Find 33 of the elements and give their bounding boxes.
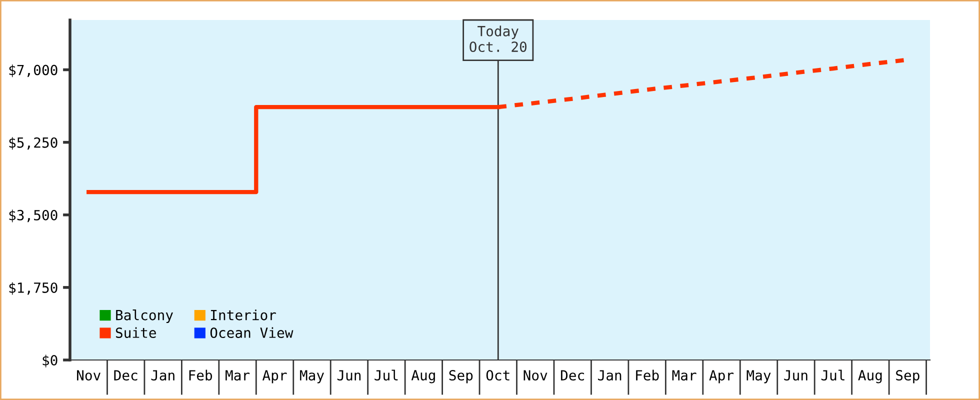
x-tick-label: Jan — [151, 370, 174, 381]
x-tick-label: Mar — [226, 370, 250, 381]
y-tick-label: $0 — [42, 354, 58, 368]
y-tick-label: $7,000 — [9, 64, 58, 78]
x-tick-label: Sep — [449, 370, 473, 384]
y-tick-label: $1,750 — [9, 282, 58, 295]
x-tick-label: Aug — [411, 370, 435, 384]
x-tick-label: Nov — [524, 370, 548, 381]
y-tick-label: $5,250 — [9, 137, 58, 150]
legend-label: Suite — [116, 327, 156, 338]
x-tick-label: Oct — [486, 370, 510, 381]
x-tick-label: Feb — [636, 370, 659, 381]
legend-label: Interior — [210, 310, 276, 320]
x-tick-label: Jan — [598, 370, 622, 381]
x-tick-label: May — [746, 370, 771, 384]
x-tick-label: Apr — [262, 370, 287, 384]
x-tick-label: Apr — [709, 370, 734, 384]
x-tick-label: Aug — [858, 370, 882, 384]
x-tick-label: Jul — [821, 370, 844, 381]
x-tick-label: Jun — [337, 370, 361, 381]
x-tick-label: Mar — [672, 370, 696, 381]
y-tick-label: $3,500 — [9, 210, 58, 222]
x-tick-label: Dec — [560, 370, 584, 381]
legend-label: Balcony — [116, 310, 173, 324]
ref-line-label: Today Oct. 20 — [470, 26, 527, 52]
x-tick-label: Jun — [784, 370, 808, 381]
legend-label: Ocean View — [210, 327, 294, 338]
x-tick-label: Nov — [77, 370, 100, 381]
x-tick-label: May — [300, 370, 324, 384]
x-tick-label: Sep — [896, 370, 920, 384]
x-tick-label: Jul — [374, 370, 398, 381]
x-tick-label: Dec — [114, 370, 138, 381]
x-tick-label: Feb — [189, 370, 212, 381]
